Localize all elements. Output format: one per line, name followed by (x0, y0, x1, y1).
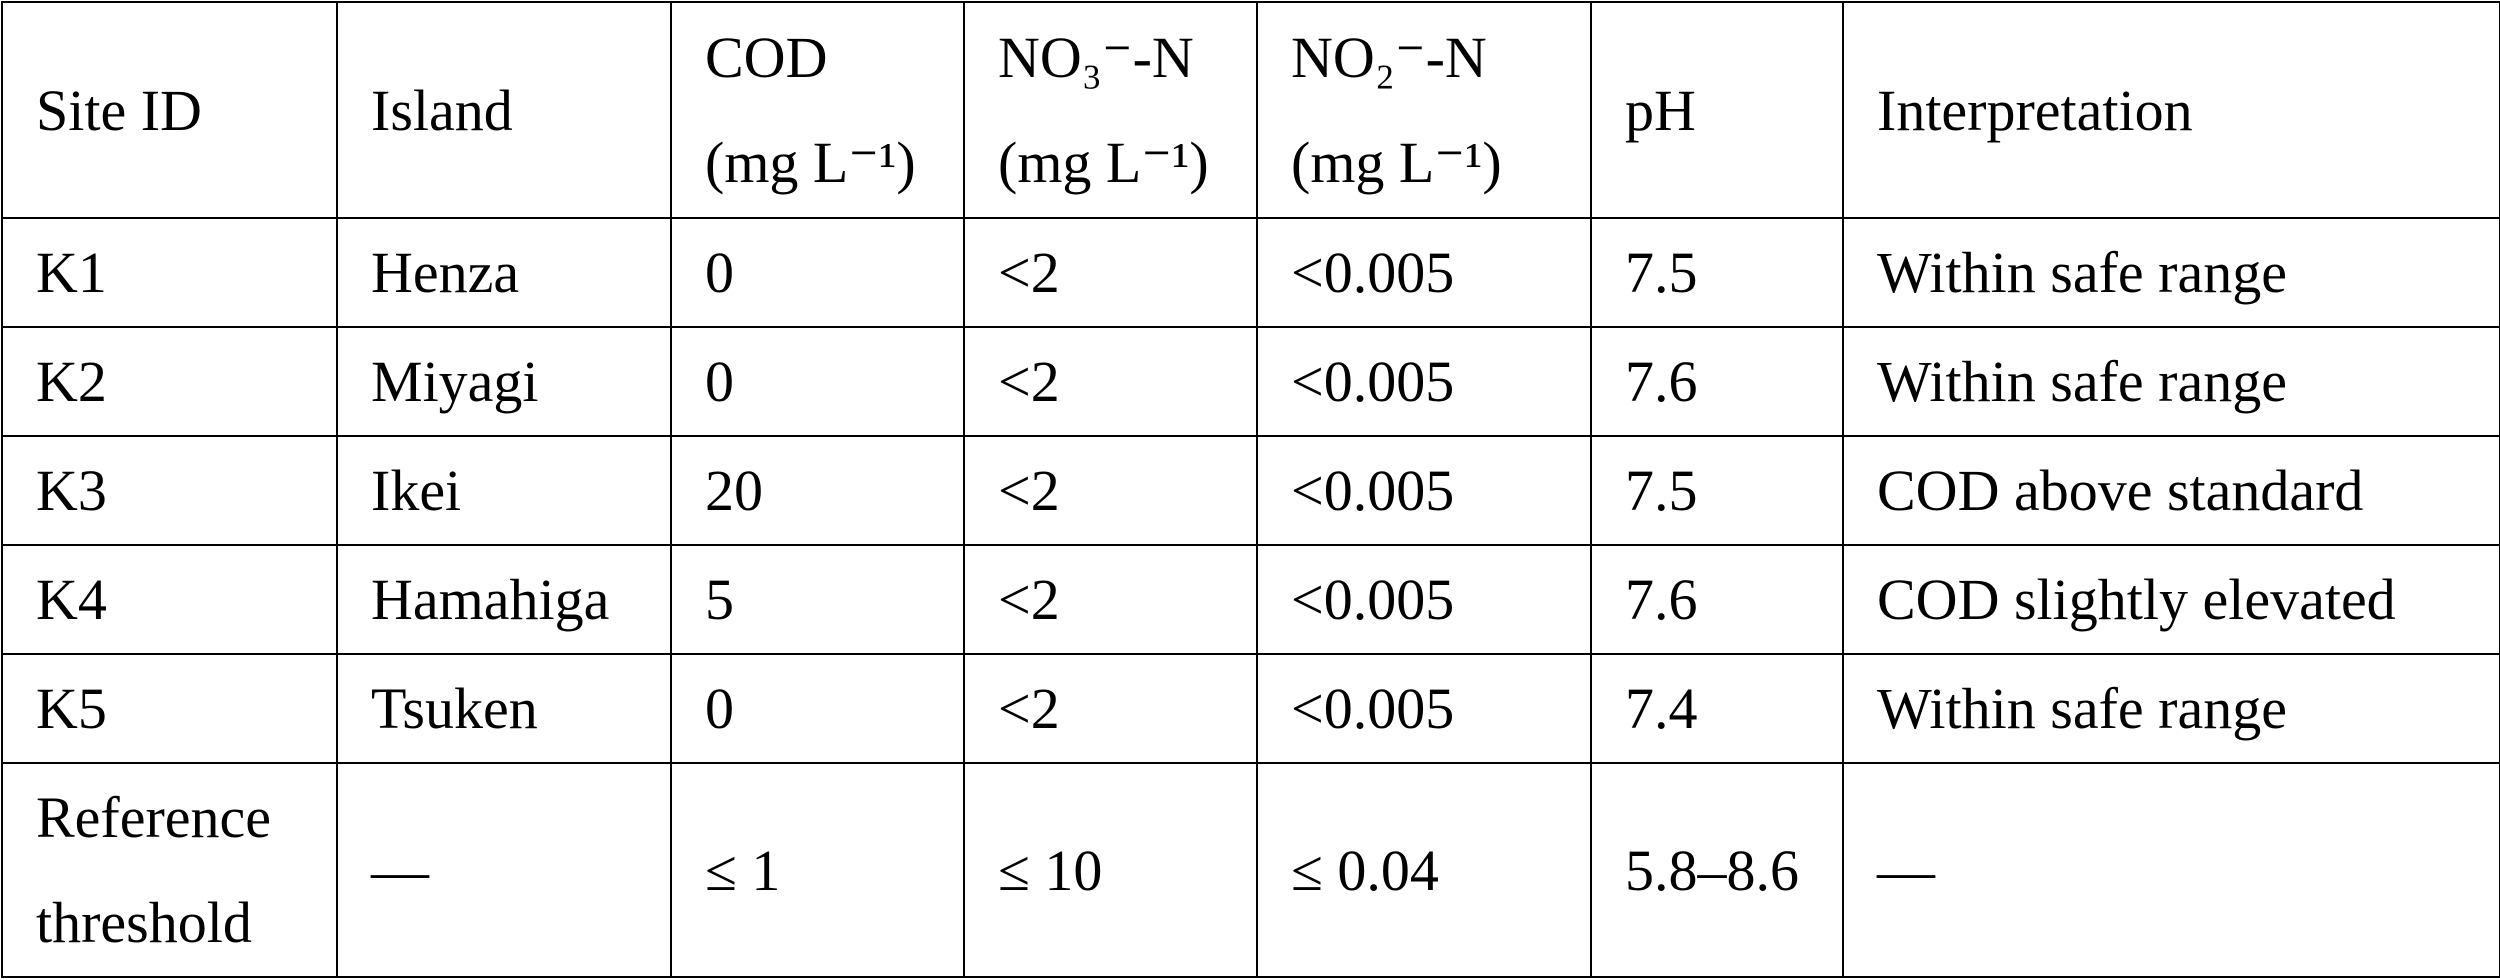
table-row: K2 Miyagi 0 <2 <0.005 7.6 Within safe range (1, 326, 2500, 437)
table-cell: ≤ 1 (670, 762, 965, 978)
table-cell: Within safe range (1842, 217, 2500, 328)
table-row: K4 Hamahiga 5 <2 <0.005 7.6 COD slightly eleva… (1, 544, 2500, 655)
header-cell: Island (336, 1, 672, 219)
table-row: Reference threshold — ≤ 1 ≤ 10 ≤ 0.04 5.8–8.6… (1, 762, 2500, 978)
table-cell: 5.8–8.6 (1590, 762, 1844, 978)
table-cell: 0 (670, 326, 965, 437)
table-cell: <0.005 (1256, 544, 1592, 655)
table-cell: Within safe range (1842, 653, 2500, 764)
header-line: (mg L⁻¹) (1291, 130, 1502, 195)
table-row: K5 Tsuken 0 <2 <0.005 7.4 Within safe range (1, 653, 2500, 764)
table-cell: K1 (1, 217, 338, 328)
table-cell: 5 (670, 544, 965, 655)
header-cell: pH (1590, 1, 1844, 219)
table-cell: <0.005 (1256, 435, 1592, 546)
header-cell: Site ID (1, 1, 338, 219)
table-cell: <0.005 (1256, 653, 1592, 764)
table-cell: K3 (1, 435, 338, 546)
table-cell: 0 (670, 217, 965, 328)
table-cell: <2 (963, 544, 1258, 655)
table-cell: K4 (1, 544, 338, 655)
table-cell: ≤ 10 (963, 762, 1258, 978)
table-cell: Within safe range (1842, 326, 2500, 437)
table-cell: <0.005 (1256, 217, 1592, 328)
table-row: K3 Ikei 20 <2 <0.005 7.5 COD above standard (1, 435, 2500, 546)
header-line: (mg L⁻¹) (705, 130, 916, 195)
table-cell: <0.005 (1256, 326, 1592, 437)
header-cell: Interpretation (1842, 1, 2500, 219)
header-line: pH (1625, 77, 1696, 143)
table-cell: <2 (963, 217, 1258, 328)
table-cell: <2 (963, 326, 1258, 437)
table-cell: <2 (963, 653, 1258, 764)
table-cell: 20 (670, 435, 965, 546)
table-cell: 0 (670, 653, 965, 764)
header-line: Site ID (36, 77, 202, 143)
table-cell: K5 (1, 653, 338, 764)
header-line: Interpretation (1877, 77, 2193, 143)
header-line: NO₃⁻-N (998, 25, 1194, 90)
table-cell: 7.6 (1590, 326, 1844, 437)
header-line: Island (371, 77, 513, 143)
table-cell: COD slightly elevated (1842, 544, 2500, 655)
table-cell: — (336, 762, 672, 978)
table-row: K1 Henza 0 <2 <0.005 7.5 Within safe range (1, 217, 2500, 328)
table-cell: <2 (963, 435, 1258, 546)
header-cell: COD (mg L⁻¹) (670, 1, 965, 219)
header-line: COD (705, 25, 828, 90)
table-cell: 7.6 (1590, 544, 1844, 655)
table-cell: 7.4 (1590, 653, 1844, 764)
table-cell: Ikei (336, 435, 672, 546)
header-line: (mg L⁻¹) (998, 130, 1209, 195)
header-line: NO₂⁻-N (1291, 25, 1487, 90)
table-cell: 7.5 (1590, 435, 1844, 546)
table-cell: 7.5 (1590, 217, 1844, 328)
table-cell: Reference threshold (1, 762, 338, 978)
table-cell: ≤ 0.04 (1256, 762, 1592, 978)
table-cell: Miyagi (336, 326, 672, 437)
table-cell: Tsuken (336, 653, 672, 764)
table-cell: — (1842, 762, 2500, 978)
header-cell: NO₂⁻-N (mg L⁻¹) (1256, 1, 1592, 219)
table-cell: K2 (1, 326, 338, 437)
table-cell: COD above standard (1842, 435, 2500, 546)
table-cell: Henza (336, 217, 672, 328)
table-cell: Hamahiga (336, 544, 672, 655)
header-cell: NO₃⁻-N (mg L⁻¹) (963, 1, 1258, 219)
header-row: Site ID Island COD (mg L⁻¹) NO₃⁻-N (mg L⁻¹) NO… (1, 1, 2500, 219)
